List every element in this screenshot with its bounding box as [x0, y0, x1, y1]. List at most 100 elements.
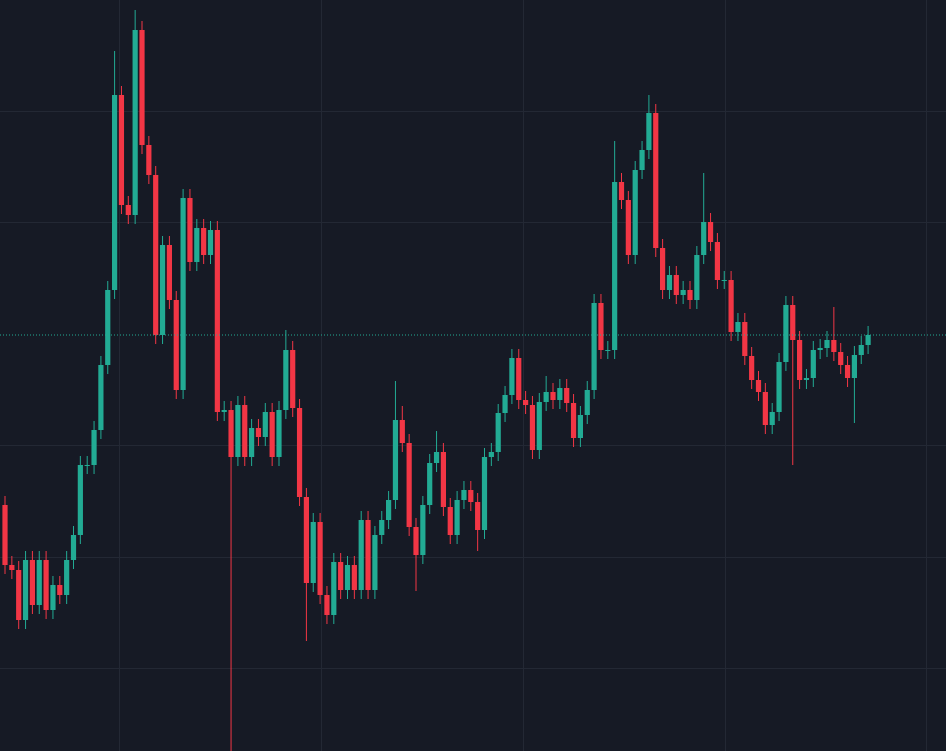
- candle-body: [303, 497, 309, 583]
- candle-body: [468, 490, 474, 502]
- candle-body: [125, 205, 131, 215]
- candle-body: [735, 322, 741, 332]
- candle-body: [673, 275, 679, 295]
- candle-body: [290, 350, 296, 408]
- candle-body: [783, 305, 789, 362]
- candle-body: [625, 200, 631, 255]
- candle-body: [29, 560, 35, 605]
- candle-body: [159, 245, 166, 335]
- candle-body: [269, 412, 275, 457]
- candle-body: [98, 365, 104, 430]
- candle-body: [118, 95, 125, 205]
- candle-body: [84, 465, 90, 466]
- candle-body: [9, 565, 15, 570]
- candle-body: [488, 452, 494, 457]
- candle-body: [70, 535, 77, 560]
- candle-body: [399, 420, 405, 443]
- candle-body: [221, 410, 227, 412]
- candle-body: [728, 280, 734, 332]
- candle-body: [755, 380, 762, 392]
- candle-body: [516, 358, 522, 400]
- candle-body: [618, 182, 625, 200]
- candle-body: [824, 340, 830, 348]
- candle-body: [762, 392, 768, 425]
- candle-body: [653, 113, 659, 248]
- candle-body: [564, 388, 570, 403]
- candle-body: [235, 405, 241, 457]
- candle-body: [639, 150, 645, 170]
- candle-body: [36, 560, 42, 605]
- candle-body: [207, 230, 214, 255]
- candle-body: [454, 500, 460, 535]
- candle-body: [427, 463, 433, 505]
- candle-body: [344, 565, 351, 590]
- candle-body: [153, 175, 159, 335]
- candle-body: [817, 348, 823, 350]
- candle-body: [180, 198, 186, 390]
- candle-body: [112, 95, 118, 290]
- candle-body: [749, 356, 755, 380]
- candle-body: [50, 585, 56, 610]
- candle-body: [324, 595, 330, 615]
- candle-body: [187, 198, 193, 262]
- candle-body: [495, 413, 501, 452]
- candle-body: [139, 30, 145, 145]
- candle-body: [310, 522, 316, 583]
- candle-body: [296, 408, 303, 497]
- candle-body: [660, 248, 666, 290]
- candle-body: [523, 400, 529, 405]
- candle-body: [420, 505, 426, 555]
- candle-body: [680, 290, 686, 295]
- candle-body: [166, 245, 172, 300]
- candle-body: [714, 242, 720, 280]
- candle-body: [598, 303, 604, 350]
- candle-body: [16, 570, 22, 620]
- candle-body: [317, 522, 323, 595]
- candle-body: [276, 410, 282, 457]
- candle-body: [57, 585, 63, 595]
- candle-body: [242, 405, 248, 457]
- candle-body: [146, 145, 152, 175]
- candle-body: [2, 505, 8, 565]
- candle-body: [797, 340, 803, 380]
- candle-body: [77, 465, 83, 535]
- candle-body: [214, 230, 220, 412]
- candle-body: [249, 428, 255, 457]
- candle-body: [570, 403, 577, 438]
- candle-body: [536, 402, 542, 450]
- candle-body: [721, 280, 727, 281]
- candle-body: [831, 340, 837, 352]
- candle-body: [91, 430, 97, 465]
- candle-body: [769, 412, 775, 425]
- candle-body: [331, 562, 337, 615]
- candle-body: [701, 222, 707, 255]
- candle-body: [838, 352, 844, 365]
- candle-body: [379, 520, 385, 535]
- candle-body: [543, 392, 549, 402]
- candle-body: [283, 350, 289, 410]
- candle-body: [858, 345, 864, 355]
- candle-body: [612, 182, 618, 350]
- candle-body: [255, 428, 262, 437]
- candle-body: [529, 405, 536, 450]
- candle-body: [22, 560, 29, 620]
- candle-body: [173, 300, 179, 390]
- candle-body: [550, 392, 556, 400]
- candle-body: [605, 350, 611, 351]
- candle-body: [742, 322, 748, 356]
- candle-body: [461, 490, 467, 500]
- candle-body: [447, 507, 453, 535]
- candle-body: [338, 562, 344, 590]
- candle-body: [372, 535, 378, 590]
- candle-body: [386, 500, 392, 520]
- candle-body: [194, 228, 200, 262]
- candle-body: [413, 527, 419, 555]
- candle-body: [584, 390, 590, 415]
- candle-body: [358, 520, 364, 590]
- candle-body: [790, 305, 796, 340]
- candle-body: [591, 303, 597, 390]
- candle-body: [687, 290, 693, 300]
